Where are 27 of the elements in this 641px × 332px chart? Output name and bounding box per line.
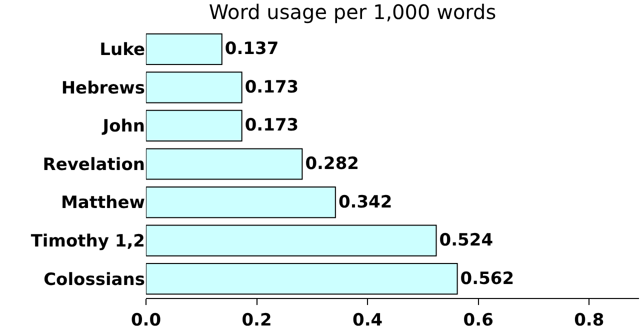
x-tick-label: 0.6 [463, 310, 494, 330]
data-label: 0.173 [244, 77, 299, 98]
bar [146, 186, 336, 218]
x-tick-label: 0.8 [574, 310, 604, 330]
data-label: 0.282 [305, 154, 359, 174]
bar [146, 33, 222, 65]
bar [146, 72, 242, 104]
chart-title: Word usage per 1,000 words [208, 0, 496, 24]
data-label: 0.524 [439, 230, 494, 251]
bar [146, 224, 437, 256]
bar [146, 148, 303, 180]
data-label: 0.173 [244, 116, 299, 136]
data-label: 0.137 [224, 39, 279, 60]
y-tick-label: Timothy 1,2 [30, 232, 145, 252]
x-tick-label: 0.4 [352, 310, 383, 330]
y-tick-label: Matthew [61, 193, 146, 214]
bar [146, 263, 458, 295]
data-label: 0.342 [338, 192, 392, 212]
x-tick-label: 0.0 [130, 310, 162, 330]
y-tick-label: Hebrews [61, 78, 145, 98]
x-tick-label: 0.2 [242, 310, 272, 330]
y-tick-label: Revelation [42, 154, 145, 175]
y-tick-label: John [102, 116, 145, 137]
data-label: 0.562 [460, 268, 514, 289]
y-tick-label: Colossians [44, 270, 145, 290]
y-tick-label: Luke [100, 40, 145, 60]
bar [146, 110, 242, 142]
